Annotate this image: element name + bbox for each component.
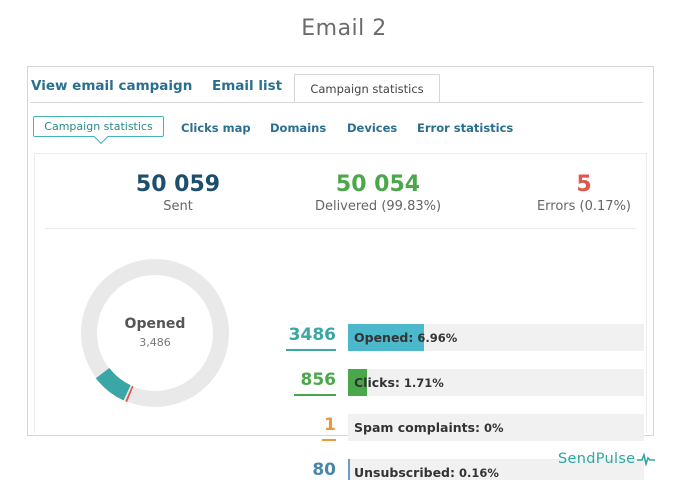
statistics-frame: View email campaign Email list Campaign … xyxy=(27,66,654,480)
brand-name: SendPulse xyxy=(558,451,636,467)
stat-delivered: 50 054 Delivered (99.83%) xyxy=(293,172,463,216)
metric-bar: Spam complaints: 0% xyxy=(348,414,644,441)
metric-count[interactable]: 3486 xyxy=(288,325,336,345)
metric-count-underline xyxy=(294,394,336,396)
metric-label: Unsubscribed: xyxy=(354,465,456,480)
metric-bar-fill xyxy=(348,369,367,396)
metric-unsubscribed: 80 Unsubscribed: 0.16% xyxy=(280,459,650,480)
metric-count[interactable]: 1 xyxy=(324,415,336,435)
donut-center-label: Opened xyxy=(124,316,186,332)
metric-value: 1.71% xyxy=(403,376,444,390)
subtab-error-statistics[interactable]: Error statistics xyxy=(417,121,514,135)
summary-divider xyxy=(45,228,636,229)
sent-value: 50 059 xyxy=(135,172,221,197)
donut-error-segment xyxy=(125,385,134,403)
metric-bar: Unsubscribed: 0.16% xyxy=(348,459,644,480)
brand-logo: SendPulse xyxy=(558,451,656,467)
metric-label: Opened: xyxy=(354,330,414,345)
tab-campaign-statistics[interactable]: Campaign statistics xyxy=(294,74,440,103)
metric-value: 6.96% xyxy=(417,331,458,345)
metric-value: 0.16% xyxy=(459,466,499,480)
subtab-devices[interactable]: Devices xyxy=(347,121,398,135)
metric-bar-text: Clicks: 1.71% xyxy=(354,369,444,397)
sub-nav: Campaign statistics Clicks map Domains D… xyxy=(28,113,653,143)
metric-bar: Clicks: 1.71% xyxy=(348,369,644,396)
nav-view-email-campaign[interactable]: View email campaign xyxy=(31,78,193,94)
delivered-value: 50 054 xyxy=(335,172,421,197)
donut-center: Opened 3,486 xyxy=(80,314,230,352)
top-nav: View email campaign Email list Campaign … xyxy=(28,67,653,103)
metric-bar-fill xyxy=(348,459,350,480)
subtab-clicks-map[interactable]: Clicks map xyxy=(181,121,251,135)
metric-value: 0% xyxy=(484,421,504,435)
subtab-domains[interactable]: Domains xyxy=(270,121,327,135)
delivered-label: Delivered (99.83%) xyxy=(314,199,442,214)
statistics-panel: 50 059 Sent 50 054 Delivered (99.83%) 5 … xyxy=(34,153,650,480)
metric-label: Clicks: xyxy=(354,375,400,390)
metric-count-underline xyxy=(322,439,336,441)
stat-errors: 5 Errors (0.17%) xyxy=(519,172,649,216)
donut-svg xyxy=(81,259,229,407)
stat-sent: 50 059 Sent xyxy=(118,172,238,216)
metric-bar-fill xyxy=(348,324,424,351)
subtab-campaign-statistics[interactable]: Campaign statistics xyxy=(33,116,164,137)
metric-count-underline xyxy=(286,349,336,351)
nav-email-list[interactable]: Email list xyxy=(212,78,283,94)
donut-track xyxy=(81,259,229,407)
metric-bar-text: Opened: 6.96% xyxy=(354,324,457,352)
errors-value: 5 xyxy=(576,172,592,197)
donut-opened-segment xyxy=(95,367,132,401)
errors-label: Errors (0.17%) xyxy=(536,199,632,214)
opened-donut-chart: Opened 3,486 xyxy=(80,258,240,418)
donut-center-value: 3,486 xyxy=(139,336,171,349)
page-title: Email 2 xyxy=(301,16,387,41)
metric-bar-text: Spam complaints: 0% xyxy=(354,414,504,442)
metric-spam: 1 Spam complaints: 0% xyxy=(280,414,650,442)
metric-count[interactable]: 80 xyxy=(312,460,336,480)
metric-count[interactable]: 856 xyxy=(300,370,337,390)
metric-bar: Opened: 6.96% xyxy=(348,324,644,351)
pulse-icon xyxy=(637,452,656,466)
summary-stats: 50 059 Sent 50 054 Delivered (99.83%) 5 … xyxy=(35,154,646,228)
metric-opened: 3486 Opened: 6.96% xyxy=(280,324,650,352)
sent-label: Sent xyxy=(163,199,193,214)
metric-clicks: 856 Clicks: 1.71% xyxy=(280,369,650,397)
metric-label: Spam complaints: xyxy=(354,420,481,435)
metric-bar-text: Unsubscribed: 0.16% xyxy=(354,459,499,480)
nav-divider xyxy=(30,102,643,103)
